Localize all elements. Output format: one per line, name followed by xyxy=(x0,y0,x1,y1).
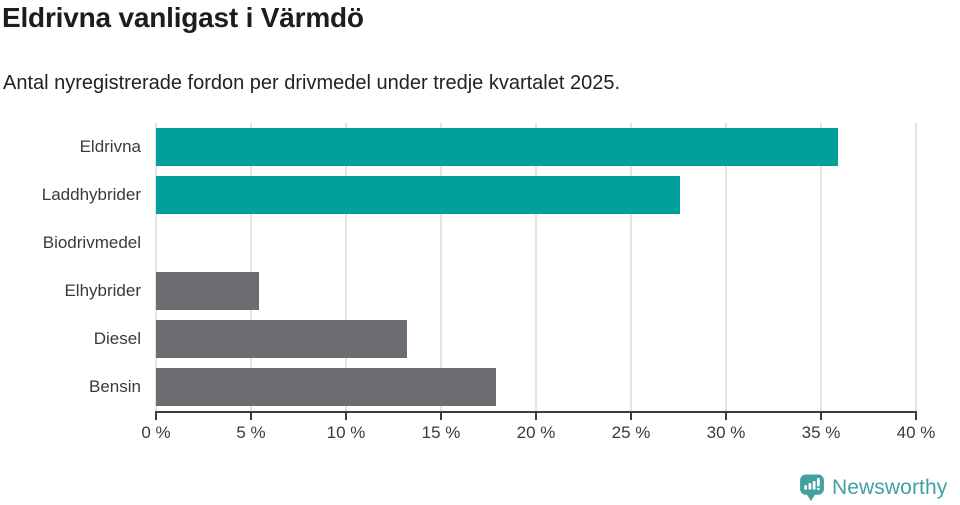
x-axis-tick xyxy=(725,413,727,420)
x-axis-tick-label: 10 % xyxy=(326,423,366,442)
chart-row: Laddhybrider xyxy=(42,171,916,219)
x-axis-tick-label: 35 % xyxy=(801,423,841,442)
x-axis-tick xyxy=(440,413,442,420)
x-axis-tick-label: 5 % xyxy=(236,423,266,442)
category-label: Diesel xyxy=(93,329,141,348)
category-label: Eldrivna xyxy=(79,137,141,156)
category-label: Bensin xyxy=(89,377,141,396)
chart-row: Elhybrider xyxy=(64,267,916,315)
x-axis-tick xyxy=(630,413,632,420)
x-axis-line xyxy=(155,411,917,413)
gridline xyxy=(725,123,727,411)
chart-row: Eldrivna xyxy=(80,123,916,171)
chart-row: Biodrivmedel xyxy=(43,219,916,267)
x-axis-tick xyxy=(345,413,347,420)
x-axis-tick-label: 20 % xyxy=(516,423,556,442)
category-label: Biodrivmedel xyxy=(42,233,141,252)
newsworthy-logo: Newsworthy xyxy=(799,474,947,502)
x-axis-tick-label: 15 % xyxy=(421,423,461,442)
chart-row: Diesel xyxy=(94,315,916,363)
bar-eldrivna xyxy=(156,128,839,166)
category-label: Elhybrider xyxy=(64,281,141,300)
bar-chart: Eldrivna Laddhybrider Biodrivmedel Elhybrid… xyxy=(42,123,935,442)
x-axis-tick xyxy=(820,413,822,420)
x-axis-tick xyxy=(915,413,917,420)
brand-name: Newsworthy xyxy=(832,476,948,499)
bar-diesel xyxy=(156,320,407,358)
bar-bensin xyxy=(156,368,497,406)
x-axis-tick xyxy=(155,413,157,420)
x-axis-tick-label: 25 % xyxy=(611,423,651,442)
x-axis-tick-label: 0 % xyxy=(141,423,171,442)
chart-title: Eldrivna vanligast i Värmdö xyxy=(2,2,364,33)
newsworthy-logo-icon xyxy=(800,474,824,502)
chart-row: Bensin xyxy=(89,363,916,411)
gridline xyxy=(535,123,537,411)
chart-subtitle: Antal nyregistrerade fordon per drivmede… xyxy=(3,72,621,94)
bar-rows: Eldrivna Laddhybrider Biodrivmedel Elhybrid… xyxy=(42,123,916,411)
bar-laddhybrider xyxy=(156,176,681,214)
bar-elhybrider xyxy=(156,272,259,310)
x-axis-tick xyxy=(250,413,252,420)
gridline xyxy=(630,123,632,411)
gridline xyxy=(345,123,347,411)
category-label: Laddhybrider xyxy=(41,185,141,204)
x-axis-tick-label: 30 % xyxy=(706,423,746,442)
x-axis-tick-label: 40 % xyxy=(896,423,936,442)
x-axis-tick xyxy=(535,413,537,420)
gridline xyxy=(820,123,822,411)
gridline xyxy=(915,123,917,411)
gridline xyxy=(250,123,252,411)
gridline xyxy=(155,123,157,411)
gridline xyxy=(440,123,442,411)
